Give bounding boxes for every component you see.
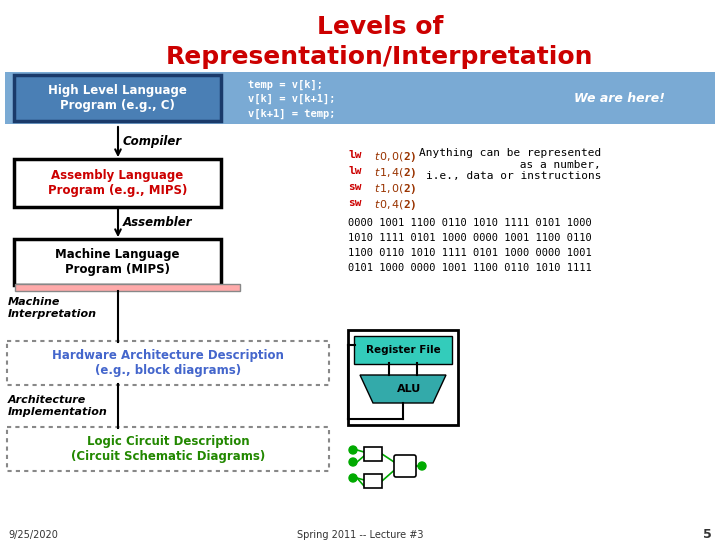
Text: Anything can be represented
     as a number,
i.e., data or instructions: Anything can be represented as a number,… <box>419 148 601 181</box>
FancyBboxPatch shape <box>394 455 416 477</box>
Polygon shape <box>360 375 446 403</box>
Text: sw: sw <box>348 198 361 208</box>
Text: We are here!: We are here! <box>575 91 665 105</box>
Text: $t0, 4($2): $t0, 4($2) <box>368 198 417 212</box>
Circle shape <box>349 474 357 482</box>
Text: Spring 2011 -- Lecture #3: Spring 2011 -- Lecture #3 <box>297 530 423 540</box>
Text: 0101 1000 0000 1001 1100 0110 1010 1111: 0101 1000 0000 1001 1100 0110 1010 1111 <box>348 263 592 273</box>
Text: 1100 0110 1010 1111 0101 1000 0000 1001: 1100 0110 1010 1111 0101 1000 0000 1001 <box>348 248 592 258</box>
Text: Logic Circuit Description
(Circuit Schematic Diagrams): Logic Circuit Description (Circuit Schem… <box>71 435 265 463</box>
Text: Machine Language
Program (MIPS): Machine Language Program (MIPS) <box>55 248 180 276</box>
Text: Machine
Interpretation: Machine Interpretation <box>8 297 97 319</box>
Text: Representation/Interpretation: Representation/Interpretation <box>166 45 594 69</box>
FancyBboxPatch shape <box>14 239 221 285</box>
Text: temp = v[k];
v[k] = v[k+1];
v[k+1] = temp;: temp = v[k]; v[k] = v[k+1]; v[k+1] = tem… <box>248 80 336 119</box>
Text: 5: 5 <box>703 529 712 540</box>
FancyBboxPatch shape <box>348 330 458 425</box>
Text: sw: sw <box>348 182 361 192</box>
FancyBboxPatch shape <box>364 447 382 461</box>
Text: 0000 1001 1100 0110 1010 1111 0101 1000: 0000 1001 1100 0110 1010 1111 0101 1000 <box>348 218 592 228</box>
FancyBboxPatch shape <box>15 284 240 291</box>
Text: lw: lw <box>348 150 361 160</box>
Circle shape <box>349 458 357 466</box>
FancyBboxPatch shape <box>354 336 452 364</box>
Text: 9/25/2020: 9/25/2020 <box>8 530 58 540</box>
Text: $t1, 0($2): $t1, 0($2) <box>368 182 417 196</box>
FancyBboxPatch shape <box>364 474 382 488</box>
Text: Register File: Register File <box>366 345 441 355</box>
Text: High Level Language
Program (e.g., C): High Level Language Program (e.g., C) <box>48 84 187 112</box>
Text: $t1, 4($2): $t1, 4($2) <box>368 166 417 180</box>
Circle shape <box>418 462 426 470</box>
Text: Assembler: Assembler <box>123 217 192 230</box>
Text: lw: lw <box>348 166 361 176</box>
FancyBboxPatch shape <box>7 427 329 471</box>
Text: ALU: ALU <box>397 384 422 394</box>
Text: 1010 1111 0101 1000 0000 1001 1100 0110: 1010 1111 0101 1000 0000 1001 1100 0110 <box>348 233 592 243</box>
FancyBboxPatch shape <box>7 341 329 385</box>
Text: Levels of: Levels of <box>317 15 444 39</box>
Text: Assembly Language
Program (e.g., MIPS): Assembly Language Program (e.g., MIPS) <box>48 169 187 197</box>
FancyBboxPatch shape <box>14 75 221 121</box>
FancyBboxPatch shape <box>5 72 715 124</box>
Text: Architecture
Implementation: Architecture Implementation <box>8 395 108 417</box>
Circle shape <box>349 446 357 454</box>
Text: Hardware Architecture Description
(e.g., block diagrams): Hardware Architecture Description (e.g.,… <box>52 349 284 377</box>
FancyBboxPatch shape <box>14 159 221 207</box>
Text: $t0, 0($2): $t0, 0($2) <box>368 150 417 164</box>
Text: Compiler: Compiler <box>123 136 182 148</box>
